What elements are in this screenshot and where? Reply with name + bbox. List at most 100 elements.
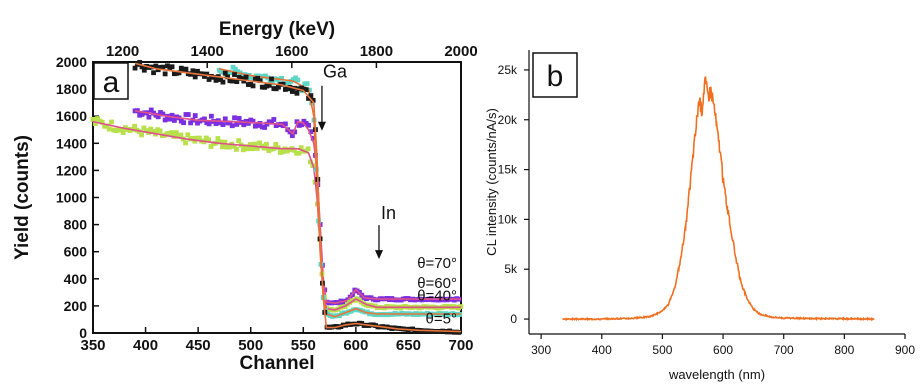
panel-a-data-point (95, 116, 101, 121)
panel-a-data-point (137, 60, 143, 65)
panel-b-x-tick-label: 600 (713, 343, 733, 357)
panel-a-data-point (139, 64, 145, 70)
panel-a-data-point (192, 138, 198, 144)
panel-a-data-point (310, 135, 316, 141)
panel-a-data-point (169, 130, 175, 135)
annotation-ga-arrowhead (317, 121, 326, 131)
panel-a-data-point (308, 159, 313, 165)
panel-b-y-tick-label: 15k (498, 163, 518, 177)
panel-a-data (90, 60, 464, 335)
panel-a-data-point (202, 116, 207, 122)
panel-a-data-point (157, 128, 163, 134)
panel-a-data-point (181, 120, 187, 126)
panel-a-series-label: θ=5° (426, 311, 457, 328)
panel-b-axes: 300 400 500 600 700 800 900 0 5k 10k 15k 20k 25k (498, 50, 915, 357)
panel-a-data-point (291, 147, 297, 153)
annotation-ga: Ga (323, 62, 348, 82)
panel-a-labels: Ga In θ=70° θ=60°θ=40° θ=5° (317, 62, 457, 328)
panel-a-top-axis-label: Energy (keV) (219, 19, 335, 40)
panel-a-data-point (289, 89, 295, 94)
panel-a-data-point (308, 93, 314, 99)
panel-a-x-tick-label: 600 (343, 337, 368, 354)
panel-a-data-point (202, 74, 207, 79)
panel-a-top-tick-label: 1200 (106, 43, 139, 60)
panel-a-data-point (243, 74, 249, 80)
panel-a-data-point (295, 77, 301, 83)
panel-a-data-point (169, 112, 175, 118)
panel-a-data-point (190, 68, 196, 74)
panel-a-data-point (299, 122, 305, 128)
panel-a-data-point (204, 71, 210, 77)
panel-a-data-point (264, 141, 269, 147)
panel-a-data-point (279, 75, 285, 81)
panel-a-data-point (234, 146, 239, 152)
panel-a-y-tick-label: 1000 (56, 190, 87, 206)
panel-a-data-point (185, 112, 191, 117)
panel-a-data-point (227, 144, 232, 150)
panel-a-data-point (283, 121, 288, 127)
panel-a-data-point (141, 67, 147, 73)
panel-a-data-point (211, 74, 217, 80)
panel-a-y-axis-label: Yield (counts) (12, 135, 33, 260)
panel-a-letter-box: a (93, 62, 129, 100)
annotation-in: In (381, 203, 396, 223)
panel-a-data-point (109, 119, 114, 125)
panel-a-data-point (250, 83, 256, 89)
panel-a-data-point (185, 132, 191, 138)
panel-a-data-point (250, 118, 256, 124)
panel-a-x-tick-label: 650 (396, 337, 421, 354)
panel-a-data-point (246, 120, 251, 126)
panel-a-data-point (195, 68, 200, 74)
panel-a-data-point (257, 78, 263, 84)
panel-a-data-point (294, 119, 300, 125)
panel-a-data-point (120, 130, 126, 135)
panel-a-data-point (173, 130, 179, 136)
panel-a-data-point (106, 126, 112, 132)
panel-a-data-point (296, 150, 302, 156)
panel-a-y-tick-label: 800 (64, 217, 88, 233)
panel-a-data-point (199, 71, 205, 77)
panel-a-data-point (220, 79, 226, 85)
panel-a-data-point (155, 114, 161, 120)
panel-b-x-tick-label: 800 (834, 343, 854, 357)
panel-a-data-point (192, 74, 198, 80)
panel-a-data-point (305, 146, 311, 152)
panel-a-series-label: θ=60° (417, 275, 457, 292)
panel-a-data-point (148, 107, 154, 113)
panel-a-data-point (183, 140, 188, 146)
panel-a-data-point (148, 126, 154, 132)
panel-a-y-tick-label: 0 (79, 325, 87, 341)
panel-a-data-point (176, 70, 182, 76)
panel-a-data-point (188, 120, 193, 126)
panel-a-data-point (192, 113, 198, 118)
panel-a-data-point (232, 115, 237, 121)
panel-b-letter: b (547, 60, 564, 93)
panel-a-data-point (306, 96, 311, 101)
panel-a-data-point (215, 136, 221, 141)
panel-a-data-point (269, 76, 274, 82)
panel-a-data-point (206, 137, 212, 143)
panel-a-series-label: θ=70° (417, 255, 457, 272)
panel-a-data-point (90, 116, 96, 122)
panel-a-data-point (171, 118, 177, 123)
panel-b-y-tick-label: 20k (498, 113, 518, 127)
panel-a-data-point (254, 146, 260, 151)
panel-b-x-tick-label: 900 (895, 343, 915, 357)
annotation-in-arrowhead (374, 250, 383, 260)
panel-a-data-point (306, 122, 311, 128)
panel-a-top-tick-label: 2000 (444, 43, 477, 60)
panel-a-data-point (294, 90, 300, 96)
panel-a-data-point (153, 63, 159, 69)
panel-a-data-point (183, 66, 189, 72)
panel-a-x-axis-label: Channel (240, 353, 315, 374)
panel-a-data-point (218, 77, 224, 82)
panel-a-x-tick-label: 550 (291, 337, 316, 354)
panel-a-data-point (150, 129, 156, 135)
panel-a-data-point (280, 149, 286, 155)
panel-a-data-point (245, 146, 251, 152)
panel-b-spectrum-line (562, 76, 875, 322)
panel-a-y-tick-label: 200 (64, 298, 88, 314)
panel-a-data-point (208, 144, 214, 149)
panel-b-y-tick-label: 25k (498, 63, 518, 77)
